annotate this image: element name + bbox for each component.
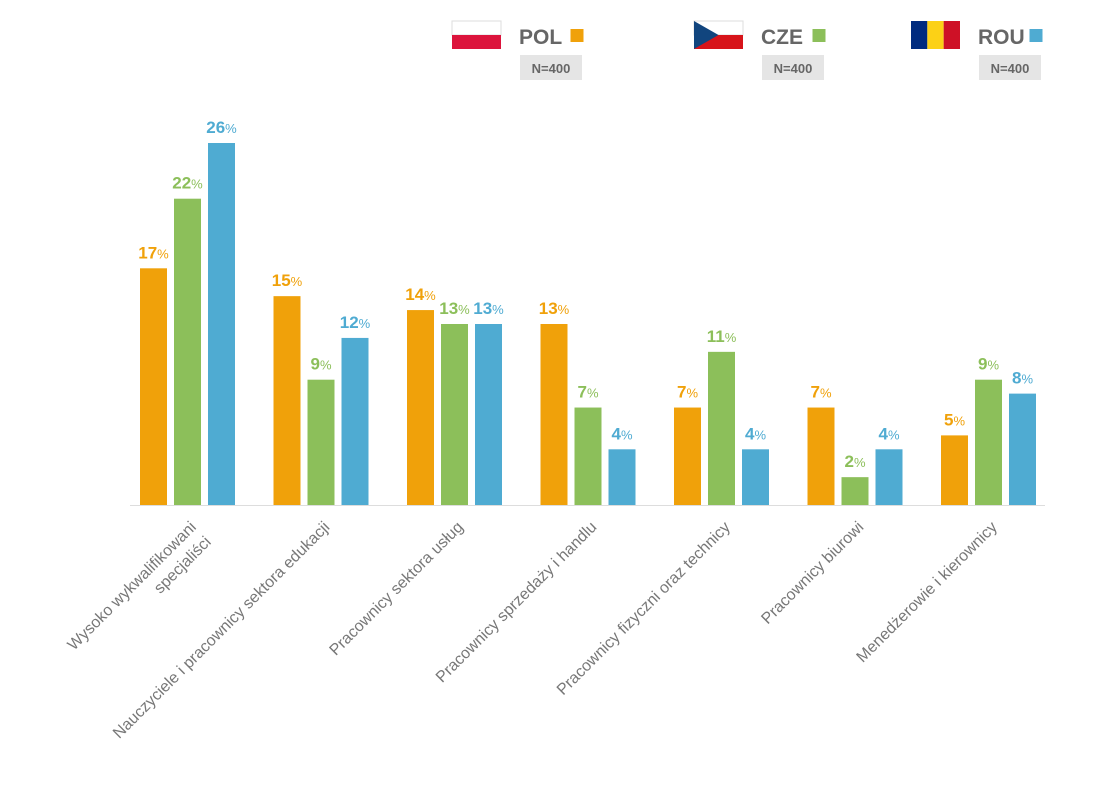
- data-label: 12%: [340, 313, 371, 332]
- data-label: 4%: [611, 424, 632, 443]
- data-label: 13%: [539, 299, 570, 318]
- poland-flag-icon: [451, 20, 502, 49]
- data-label: 11%: [707, 327, 737, 346]
- bar-pol-1: [273, 296, 301, 505]
- legend-code: POL: [519, 26, 562, 49]
- bar-rou-2: [475, 324, 502, 505]
- bar-pol-2: [407, 310, 434, 505]
- sample-size-label: N=400: [532, 61, 571, 76]
- category-label: Pracownicy sektora usług: [327, 519, 467, 659]
- bar-rou-4: [742, 449, 769, 505]
- legend-code: CZE: [761, 26, 803, 49]
- data-label: 26%: [206, 118, 237, 137]
- bar-rou-6: [1009, 393, 1036, 505]
- data-label: 7%: [577, 383, 598, 402]
- bar-rou-1: [341, 337, 369, 505]
- bar-cze-4: [708, 351, 735, 505]
- legend-code: ROU: [978, 26, 1025, 49]
- bars: [130, 143, 1045, 506]
- czech-flag-icon: [693, 20, 744, 49]
- data-label: 5%: [944, 410, 965, 429]
- bar-rou-3: [608, 449, 636, 505]
- legend-item-cze: CZE N=400: [693, 20, 826, 80]
- romania-flag-icon: [911, 21, 960, 49]
- category-label: Pracownicy sprzedaży i handlu: [433, 519, 600, 686]
- sample-size-badge: [979, 55, 1041, 80]
- bar-pol-4: [674, 407, 701, 505]
- category-label-line: Menedżerowie i kierownicy: [854, 519, 1001, 666]
- data-label: 7%: [810, 383, 831, 402]
- bar-rou-5: [875, 449, 903, 505]
- sample-size-badge: [520, 55, 582, 80]
- category-label-line: Nauczyciele i pracownicy sektora edukacj…: [110, 519, 333, 742]
- sample-size-label: N=400: [774, 61, 813, 76]
- category-label-line: Pracownicy sektora usług: [327, 519, 467, 659]
- data-label: 2%: [844, 452, 865, 471]
- category-label-line: Pracownicy biurowi: [758, 519, 867, 628]
- category-label-line: Wysoko wykwalifikowani: [65, 519, 200, 654]
- data-label: 8%: [1012, 369, 1033, 388]
- legend-swatch: [812, 29, 826, 42]
- category-label-line: Pracownicy sprzedaży i handlu: [433, 519, 600, 686]
- bar-cze-0: [174, 198, 201, 505]
- data-label: 7%: [677, 383, 698, 402]
- data-label: 4%: [745, 424, 766, 443]
- category-label: Pracownicy biurowi: [758, 519, 867, 628]
- bar-rou-0: [208, 143, 235, 505]
- data-label: 9%: [310, 355, 331, 374]
- bar-cze-2: [441, 324, 468, 505]
- data-label: 22%: [172, 174, 203, 193]
- data-label: 9%: [978, 355, 999, 374]
- legend-swatch: [1029, 29, 1043, 42]
- bar-cze-3: [574, 407, 602, 505]
- data-label: 13%: [439, 299, 470, 318]
- legend-item-pol: POL N=400: [451, 20, 584, 80]
- legend: POL N=400 CZE N=400 ROU N=400: [451, 20, 1043, 80]
- legend-swatch: [570, 29, 584, 42]
- bar-pol-5: [807, 407, 835, 505]
- value-labels: 17%22%26%15%9%12%14%13% 13% 13%7%4%7%11%4%…: [138, 118, 1033, 471]
- data-label: 15%: [272, 271, 303, 290]
- bar-cze-5: [841, 477, 869, 505]
- data-label: 13%: [473, 299, 504, 318]
- sample-size-label: N=400: [991, 61, 1030, 76]
- data-label: 17%: [138, 243, 169, 262]
- sample-size-badge: [762, 55, 824, 80]
- bar-cze-6: [975, 379, 1002, 505]
- category-label: Menedżerowie i kierownicy: [854, 519, 1001, 666]
- bar-pol-0: [140, 268, 167, 505]
- legend-item-rou: ROU N=400: [911, 21, 1043, 80]
- category-label: Nauczyciele i pracownicy sektora edukacj…: [110, 519, 333, 742]
- bar-cze-1: [307, 379, 335, 505]
- bar-pol-3: [540, 324, 568, 505]
- bar-pol-6: [941, 435, 968, 505]
- data-label: 14%: [405, 285, 436, 304]
- data-label: 4%: [878, 424, 899, 443]
- category-labels: Wysoko wykwalifikowanispecjaliściNauczyc…: [65, 519, 1001, 742]
